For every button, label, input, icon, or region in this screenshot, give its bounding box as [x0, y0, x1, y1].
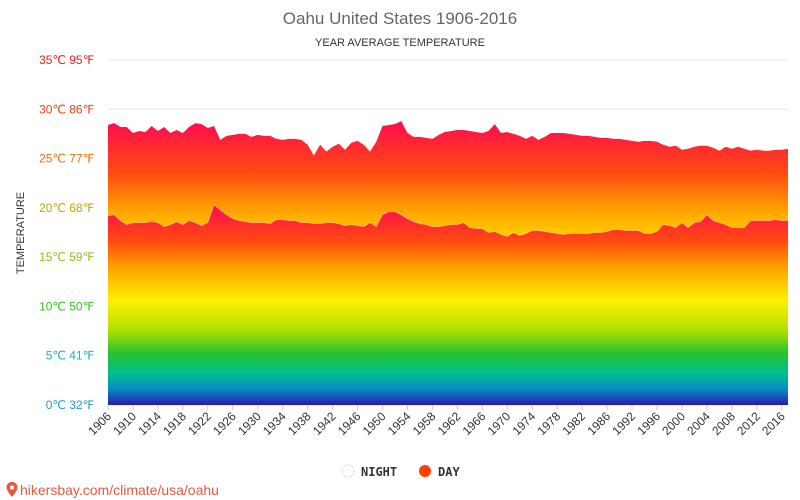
- footer-link[interactable]: hikersbay.com/climate/usa/oahu: [20, 482, 219, 498]
- x-tick-label: 1954: [385, 409, 414, 438]
- x-tick-label: 1926: [210, 409, 239, 438]
- x-tick-label: 1950: [360, 409, 389, 438]
- x-tick-label: 1910: [110, 409, 139, 438]
- x-tick-label: 1966: [460, 409, 489, 438]
- x-tick-label: 1906: [85, 409, 114, 438]
- x-tick-label: 1974: [510, 409, 539, 438]
- y-tick-label: 15℃ 59℉: [39, 250, 94, 264]
- x-tick-label: 2016: [759, 409, 788, 438]
- x-tick-label: 2000: [659, 409, 688, 438]
- chart-title: Oahu United States 1906-2016: [283, 9, 517, 28]
- legend-day-label: DAY: [438, 465, 460, 479]
- x-tick-label: 1942: [310, 409, 339, 438]
- x-tick-label: 1970: [485, 409, 514, 438]
- location-pin-dot: [10, 485, 14, 490]
- legend-item-day[interactable]: DAY: [419, 465, 460, 479]
- legend-day-marker: [419, 465, 431, 477]
- x-tick-label: 1930: [235, 409, 264, 438]
- x-tick-label: 1962: [435, 409, 464, 438]
- x-tick-label: 2012: [734, 409, 763, 438]
- night-line: [108, 204, 788, 237]
- chart-subtitle: YEAR AVERAGE TEMPERATURE: [315, 37, 485, 49]
- plot-areas: [108, 121, 788, 405]
- y-tick-label: 0℃ 32℉: [46, 398, 94, 412]
- legend-night-label: NIGHT: [361, 465, 397, 479]
- x-tick-label: 1922: [185, 409, 214, 438]
- y-tick-label: 25℃ 77℉: [39, 152, 94, 166]
- x-tick-label: 1934: [260, 409, 289, 438]
- y-tick-label: 30℃ 86℉: [39, 102, 94, 116]
- x-tick-label: 1978: [535, 409, 564, 438]
- x-tick-label: 1946: [335, 409, 364, 438]
- x-tick-label: 1982: [559, 409, 588, 438]
- x-tick-label: 1986: [584, 409, 613, 438]
- x-tick-label: 1918: [160, 409, 189, 438]
- y-axis-ticks: 0℃ 32℉ 5℃ 41℉ 10℃ 50℉ 15℃ 59℉ 20℃ 68℉ 25℃ 77℉…: [39, 53, 94, 412]
- legend-item-night[interactable]: NIGHT: [341, 464, 397, 479]
- y-tick-label: 10℃ 50℉: [39, 299, 94, 313]
- x-axis-ticks: 1906191019141918192219261930193419381942…: [85, 405, 788, 438]
- x-tick-label: 1914: [135, 409, 164, 438]
- footer[interactable]: hikersbay.com/climate/usa/oahu: [6, 482, 219, 498]
- y-tick-label: 20℃ 68℉: [39, 201, 94, 215]
- y-axis-label: TEMPERATURE: [15, 192, 27, 274]
- y-tick-label: 5℃ 41℉: [46, 349, 94, 363]
- x-tick-label: 1996: [634, 409, 663, 438]
- x-tick-label: 1958: [410, 409, 439, 438]
- night-area: [108, 204, 788, 405]
- y-tick-label: 35℃ 95℉: [39, 53, 94, 67]
- legend: NIGHT DAY: [341, 464, 460, 479]
- x-tick-label: 1992: [609, 409, 638, 438]
- x-tick-label: 1938: [285, 409, 314, 438]
- x-tick-label: 2008: [709, 409, 738, 438]
- x-tick-label: 2004: [684, 409, 713, 438]
- legend-night-marker: [341, 464, 355, 478]
